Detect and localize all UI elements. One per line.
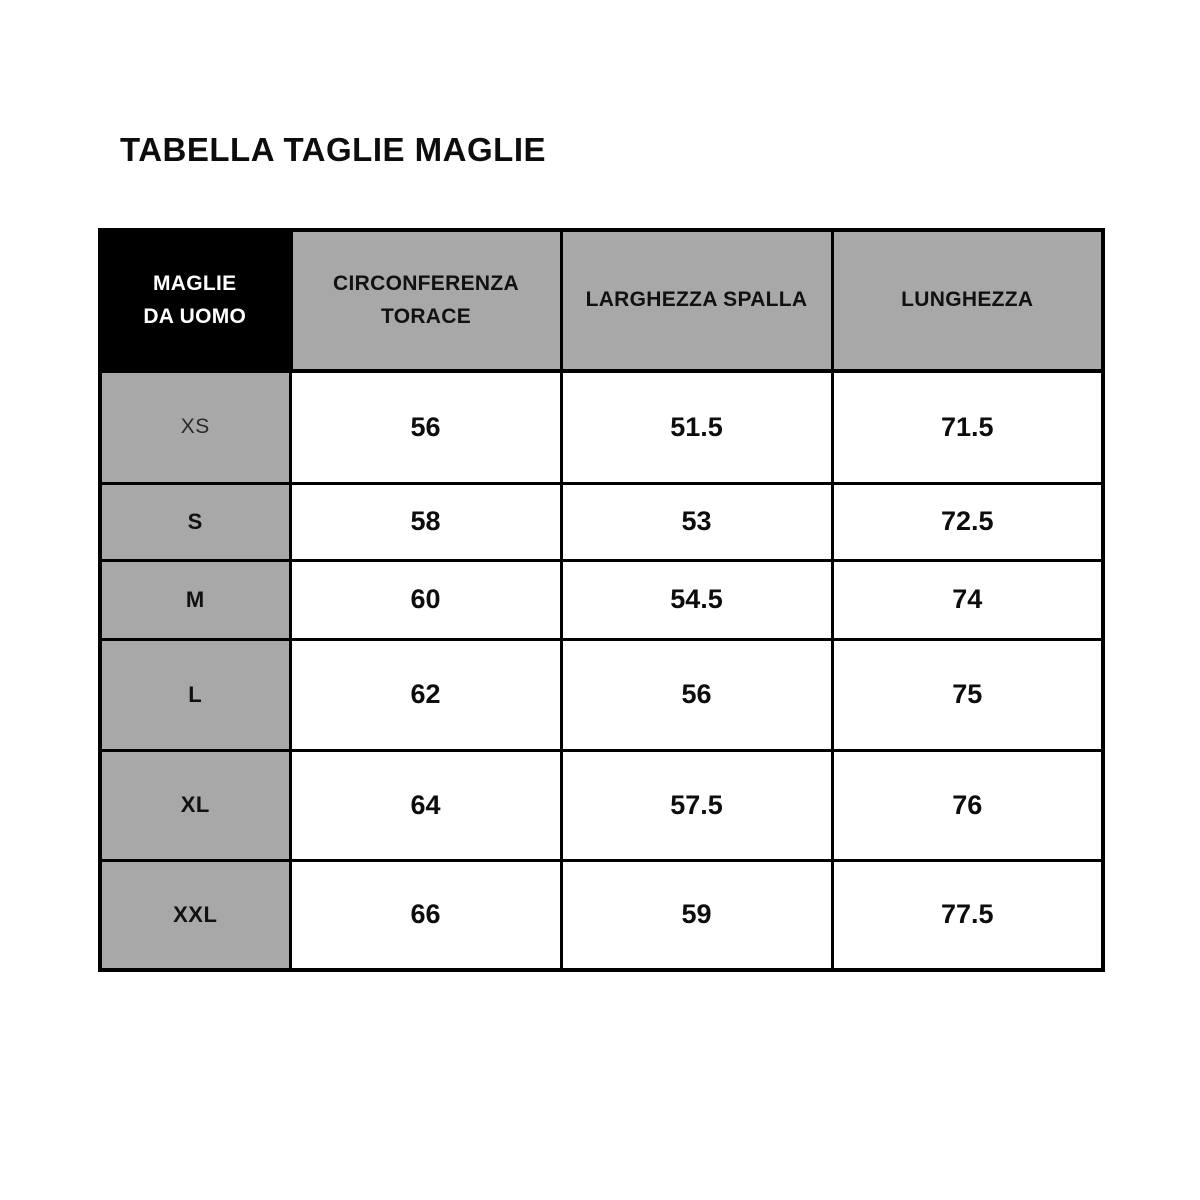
header-cell-larghezza-spalla: LARGHEZZA SPALLA	[559, 228, 834, 373]
size-label-xl: XL	[98, 748, 292, 862]
header-cell-lunghezza: LUNGHEZZA	[830, 228, 1105, 373]
table-row-m: M 60 54.5 74	[98, 558, 1105, 641]
value-m-spalla: 54.5	[559, 558, 834, 641]
value-xs-lunghezza: 71.5	[830, 369, 1105, 485]
value-xxl-lunghezza: 77.5	[830, 858, 1105, 972]
value-xl-torace: 64	[288, 748, 563, 862]
table-row-xs: XS 56 51.5 71.5	[98, 369, 1105, 485]
value-xl-lunghezza: 76	[830, 748, 1105, 862]
size-table: MAGLIE DA UOMO CIRCONFERENZA TORACE LARG…	[98, 228, 1105, 972]
value-xs-torace: 56	[288, 369, 563, 485]
table-row-s: S 58 53 72.5	[98, 481, 1105, 562]
value-xs-spalla: 51.5	[559, 369, 834, 485]
size-label-s: S	[98, 481, 292, 562]
table-header-row: MAGLIE DA UOMO CIRCONFERENZA TORACE LARG…	[98, 228, 1105, 373]
value-s-lunghezza: 72.5	[830, 481, 1105, 562]
header-cell-circonferenza-torace: CIRCONFERENZA TORACE	[288, 228, 563, 373]
page-title: TABELLA TAGLIE MAGLIE	[120, 131, 547, 168]
size-label-l: L	[98, 637, 292, 752]
value-l-spalla: 56	[559, 637, 834, 752]
header-cell-maglie-da-uomo: MAGLIE DA UOMO	[98, 228, 293, 373]
size-label-xxl: XXL	[98, 858, 292, 972]
value-s-torace: 58	[288, 481, 563, 562]
value-xxl-torace: 66	[288, 858, 563, 972]
value-xl-spalla: 57.5	[559, 748, 834, 862]
value-l-torace: 62	[288, 637, 563, 752]
table-row-xl: XL 64 57.5 76	[98, 748, 1105, 862]
value-s-spalla: 53	[559, 481, 834, 562]
table-row-xxl: XXL 66 59 77.5	[98, 858, 1105, 972]
size-label-m: M	[98, 558, 292, 641]
value-xxl-spalla: 59	[559, 858, 834, 972]
value-l-lunghezza: 75	[830, 637, 1105, 752]
table-row-l: L 62 56 75	[98, 637, 1105, 752]
value-m-lunghezza: 74	[830, 558, 1105, 641]
value-m-torace: 60	[288, 558, 563, 641]
size-label-xs: XS	[98, 369, 292, 485]
